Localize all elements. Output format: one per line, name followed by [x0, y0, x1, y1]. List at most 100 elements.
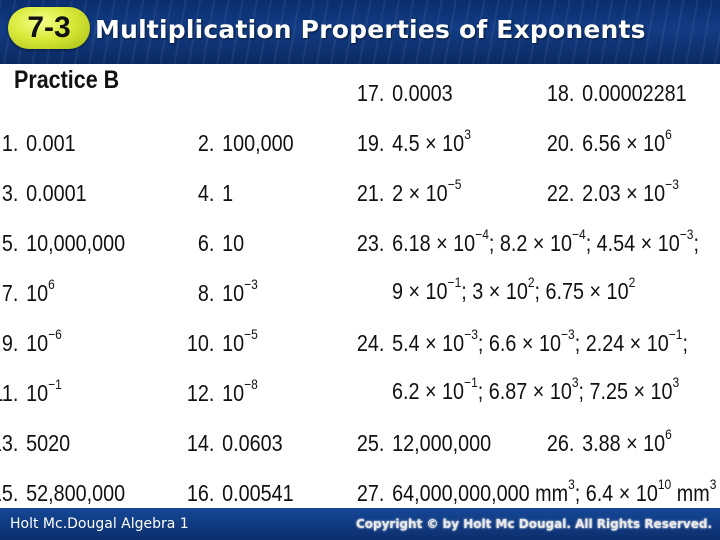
- answer-coefficient: 4.5 × 10: [392, 130, 465, 156]
- answer-text: 9. 10−6: [0, 327, 62, 357]
- answer-number: 18.: [546, 80, 575, 106]
- answer-item: 3. 0.0001: [0, 180, 103, 207]
- exponent: 6: [48, 276, 55, 293]
- answer-term: 6.18 × 10: [392, 230, 476, 256]
- answer-text: 10. 10−5: [180, 327, 258, 357]
- answer-value: 52,800,000: [26, 480, 126, 506]
- answer-term: ; 3 × 10: [461, 278, 528, 304]
- answer-item: 12. 10−8: [180, 377, 271, 407]
- answer-text: 22. 2.03 × 10−3: [540, 177, 679, 207]
- answer-item: 16. 0.00541: [180, 480, 312, 507]
- answer-item: 14. 0.0603: [180, 430, 299, 457]
- answer-text: 24. 5.4 × 10−3; 6.6 × 10−3; 2.24 × 10−1;: [350, 327, 688, 357]
- exponent: 6: [665, 126, 672, 143]
- answer-item: 24. 5.4 × 10−3; 6.6 × 10−3; 2.24 × 10−1;: [350, 327, 720, 357]
- answer-number: 13.: [0, 430, 19, 456]
- answer-item: 17. 0.0003: [350, 80, 469, 107]
- answer-term: ; 6.6 × 10: [477, 330, 561, 356]
- answer-term: ; 2.24 × 10: [574, 330, 669, 356]
- exponent: 3: [464, 126, 471, 143]
- answer-number: 27.: [356, 480, 385, 506]
- answer-item: 23. 6.18 × 10−4; 8.2 × 10−4; 4.54 × 10−3;: [350, 227, 720, 257]
- answer-term: 6.2 × 10: [392, 378, 465, 404]
- answer-item: 26. 3.88 × 106: [540, 427, 693, 457]
- exponent: 2: [527, 274, 535, 291]
- exponent: −3: [679, 226, 694, 243]
- answer-text: 12. 10−8: [180, 377, 258, 407]
- answer-base: 10: [222, 330, 245, 356]
- answer-term: ; 4.54 × 10: [585, 230, 680, 256]
- answer-text: 1. 0.001: [0, 130, 76, 157]
- answer-value: 0.00541: [222, 480, 294, 506]
- answer-number: 14.: [186, 430, 215, 456]
- answer-term: ; 8.2 × 10: [488, 230, 572, 256]
- exponent: −1: [447, 274, 462, 291]
- exponent: 10: [657, 476, 672, 493]
- exponent: 6: [665, 426, 672, 443]
- exponent: 3: [571, 374, 579, 391]
- answer-text: 21. 2 × 10−5: [350, 177, 462, 207]
- answer-number: 1.: [1, 130, 19, 156]
- answer-item: 15. 52,800,000: [0, 480, 148, 507]
- answer-item: 5. 10,000,000: [0, 230, 148, 257]
- answer-item: 20. 6.56 × 106: [540, 127, 693, 157]
- answer-number: 3.: [1, 180, 19, 206]
- answer-text: 19. 4.5 × 103: [350, 127, 471, 157]
- answer-term: ;: [682, 330, 688, 356]
- exponent: −4: [571, 226, 586, 243]
- answer-value: 10,000,000: [26, 230, 126, 256]
- answer-value: 1: [222, 180, 234, 206]
- answer-item: 25. 12,000,000: [350, 430, 514, 457]
- answer-number: 7.: [1, 280, 19, 306]
- answer-text: 14. 0.0603: [180, 430, 283, 457]
- answer-number: 21.: [356, 180, 385, 206]
- answer-value: 0.0603: [222, 430, 283, 456]
- answer-number: 22.: [546, 180, 575, 206]
- answer-number: 2.: [197, 130, 215, 156]
- exponent: −5: [447, 176, 462, 193]
- answer-coefficient: 2.03 × 10: [582, 180, 666, 206]
- exponent: −5: [244, 326, 258, 343]
- answer-item: 27. 64,000,000,000 mm3; 6.4 × 1010 mm3: [350, 477, 720, 507]
- answer-number: 25.: [356, 430, 385, 456]
- answer-text: 8. 10−3: [180, 277, 258, 307]
- exponent: 3: [568, 476, 575, 493]
- answer-item: 19. 4.5 × 103: [350, 127, 491, 157]
- answer-term: ; 6.75 × 10: [534, 278, 629, 304]
- answer-coefficient: 3.88 × 10: [582, 430, 666, 456]
- answer-base: 10: [26, 380, 49, 406]
- answer-item: 9. 10−6: [0, 327, 75, 357]
- answer-term: ; 6.4 × 10: [574, 480, 658, 506]
- exponent: −8: [244, 376, 258, 393]
- answer-base: 10: [26, 330, 49, 356]
- answer-text: 25. 12,000,000: [350, 430, 491, 457]
- answer-term: ; 6.87 × 10: [477, 378, 572, 404]
- answer-text: 3. 0.0001: [0, 180, 87, 207]
- answer-item-continuation: 6.2 × 10−1; 6.87 × 103; 7.25 × 103: [392, 375, 720, 405]
- exponent: −1: [48, 376, 62, 393]
- answer-value: 0.00002281: [582, 80, 687, 106]
- answer-term: ; 7.25 × 10: [578, 378, 673, 404]
- answer-value: 0.001: [26, 130, 76, 156]
- answer-coefficient: 2 × 10: [392, 180, 448, 206]
- answer-text: 15. 52,800,000: [0, 480, 125, 507]
- title-bar-texture: [0, 0, 720, 64]
- answer-item: 13. 5020: [0, 430, 84, 457]
- answer-term: 5.4 × 10: [392, 330, 465, 356]
- exponent: 3: [672, 374, 680, 391]
- answer-text: 6.2 × 10−1; 6.87 × 103; 7.25 × 103: [392, 375, 679, 405]
- answer-item: 4. 1: [180, 180, 242, 207]
- answer-text: 7. 106: [0, 277, 55, 307]
- answer-value: 10: [222, 230, 245, 256]
- exponent: −1: [464, 374, 478, 391]
- answer-base: 10: [26, 280, 49, 306]
- answer-base: 10: [222, 280, 245, 306]
- answer-term: 64,000,000,000 mm: [392, 480, 569, 506]
- title-bar: 7-3 Multiplication Properties of Exponen…: [0, 0, 720, 64]
- answer-number: 11.: [0, 380, 19, 406]
- exponent: 3: [709, 476, 717, 493]
- answer-number: 16.: [186, 480, 215, 506]
- answer-number: 20.: [546, 130, 575, 156]
- answer-text: 23. 6.18 × 10−4; 8.2 × 10−4; 4.54 × 10−3;: [350, 227, 699, 257]
- answer-coefficient: 6.56 × 10: [582, 130, 666, 156]
